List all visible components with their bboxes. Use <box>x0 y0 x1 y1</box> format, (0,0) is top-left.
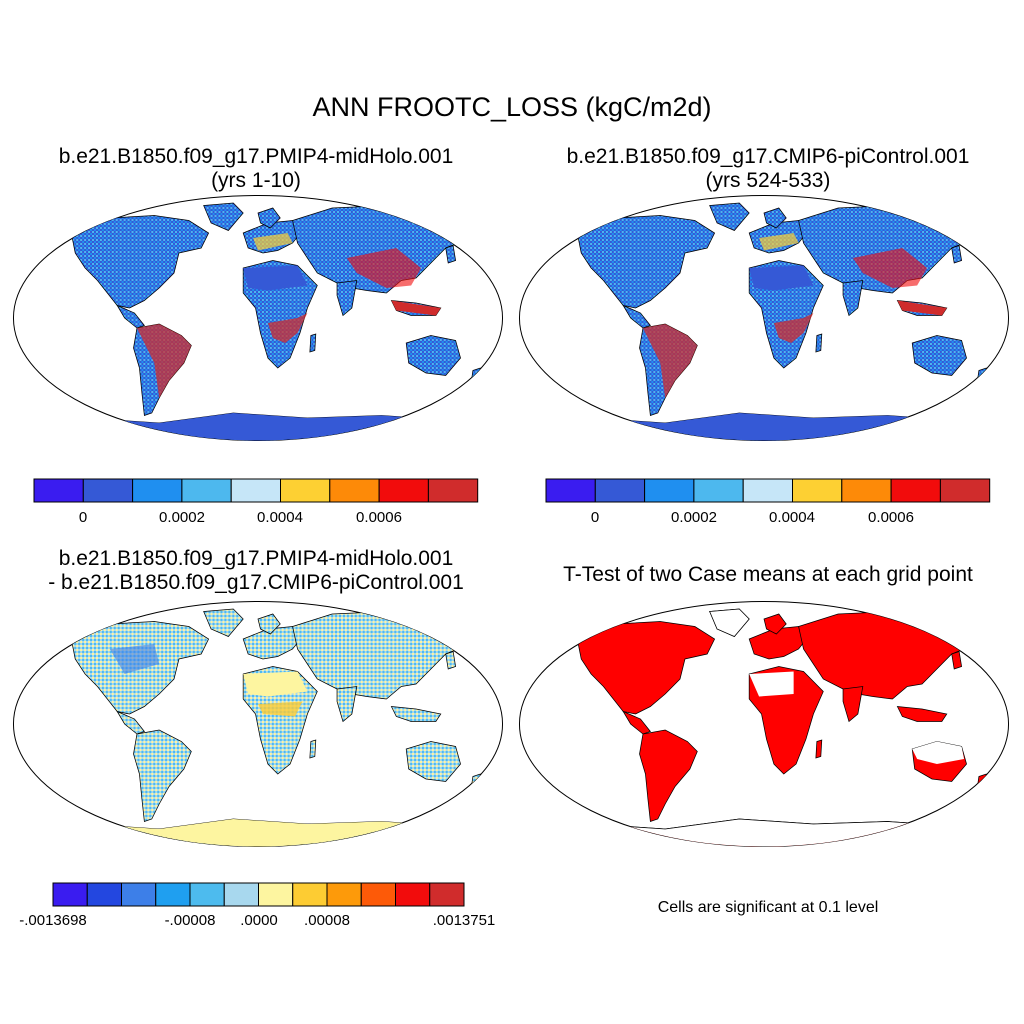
colorbar-case1-cell-4 <box>230 478 281 503</box>
colorbar-case2-cell-3 <box>693 478 744 503</box>
colorbar-diff-cell-4 <box>189 882 225 907</box>
colorbar-diff-cell-1 <box>86 882 122 907</box>
colorbar-case1-label-3: 0.0006 <box>356 509 402 526</box>
panel-title-case2-line1: b.e21.B1850.f09_g17.CMIP6-piControl.001 <box>566 145 970 168</box>
colorbar-case1-cell-0 <box>33 478 84 503</box>
colorbar-diff-label-3: .00008 <box>304 912 350 929</box>
colorbar-case1-label-1: 0.0002 <box>159 509 205 526</box>
panel-title-case1-line2: (yrs 1-10) <box>211 169 301 192</box>
colorbar-case2-label-1: 0.0002 <box>671 509 717 526</box>
map-case2 <box>518 195 1010 441</box>
colorbar-diff-cell-2 <box>121 882 157 907</box>
colorbar-diff-cell-7 <box>292 882 328 907</box>
colorbar-case1-cell-8 <box>427 478 479 503</box>
colorbar-case2-cell-6 <box>841 478 892 503</box>
colorbar-case1-cell-2 <box>132 478 183 503</box>
colorbar-case1-cell-6 <box>329 478 380 503</box>
colorbar-diff-cell-11 <box>429 882 465 907</box>
colorbar-case1-cell-7 <box>378 478 429 503</box>
colorbar-diff-label-1: -.00008 <box>164 912 216 929</box>
figure-title: ANN FROOTC_LOSS (kgC/m2d) <box>312 92 712 122</box>
colorbar-diff-cell-6 <box>258 882 294 907</box>
colorbar-case1-cell-5 <box>280 478 331 503</box>
colorbar-case2-label-3: 0.0006 <box>868 509 914 526</box>
panel-title-diff: b.e21.B1850.f09_g17.PMIP4-midHolo.001 - … <box>16 547 496 595</box>
colorbar-case2-cell-1 <box>594 478 646 503</box>
colorbar-case2 <box>545 478 991 503</box>
colorbar-case1 <box>33 478 479 503</box>
colorbar-case2-cell-0 <box>545 478 596 503</box>
panel-title-ttest: T-Test of two Case means at each grid po… <box>563 563 973 586</box>
panel-title-diff-line2: - b.e21.B1850.f09_g17.CMIP6-piControl.00… <box>48 571 464 594</box>
colorbar-diff-cell-9 <box>360 882 396 907</box>
colorbar-case2-label-0: 0 <box>590 509 600 526</box>
colorbar-diff-label-4: .0013751 <box>432 912 496 929</box>
colorbar-difference <box>52 882 465 907</box>
colorbar-case1-label-2: 0.0004 <box>257 509 303 526</box>
map-ttest <box>518 601 1010 847</box>
panel-title-diff-line1: b.e21.B1850.f09_g17.PMIP4-midHolo.001 <box>58 547 454 570</box>
colorbar-case2-cell-8 <box>939 478 991 503</box>
colorbar-case1-cell-1 <box>82 478 134 503</box>
map-difference <box>12 601 504 847</box>
map-case1 <box>12 195 504 441</box>
colorbar-diff-cell-8 <box>326 882 362 907</box>
panel-title-case2-line2: (yrs 524-533) <box>705 169 831 192</box>
colorbar-case2-cell-5 <box>792 478 843 503</box>
significance-note: Cells are significant at 0.1 level <box>657 899 879 916</box>
colorbar-diff-cell-5 <box>223 882 259 907</box>
colorbar-case2-cell-4 <box>742 478 794 503</box>
colorbar-diff-cell-10 <box>395 882 431 907</box>
colorbar-case2-cell-2 <box>644 478 695 503</box>
colorbar-case1-cell-3 <box>181 478 232 503</box>
colorbar-diff-label-0: -.0013698 <box>19 912 87 929</box>
colorbar-case2-cell-7 <box>890 478 941 503</box>
panel-title-case1-line1: b.e21.B1850.f09_g17.PMIP4-midHolo.001 <box>58 145 454 168</box>
colorbar-case1-label-0: 0 <box>78 509 88 526</box>
panel-title-case1: b.e21.B1850.f09_g17.PMIP4-midHolo.001 (y… <box>16 145 496 193</box>
colorbar-diff-cell-3 <box>155 882 191 907</box>
colorbar-diff-cell-0 <box>52 882 88 907</box>
colorbar-diff-label-2: .0000 <box>240 912 278 929</box>
colorbar-case2-label-2: 0.0004 <box>769 509 815 526</box>
panel-title-case2: b.e21.B1850.f09_g17.CMIP6-piControl.001 … <box>528 145 1008 193</box>
